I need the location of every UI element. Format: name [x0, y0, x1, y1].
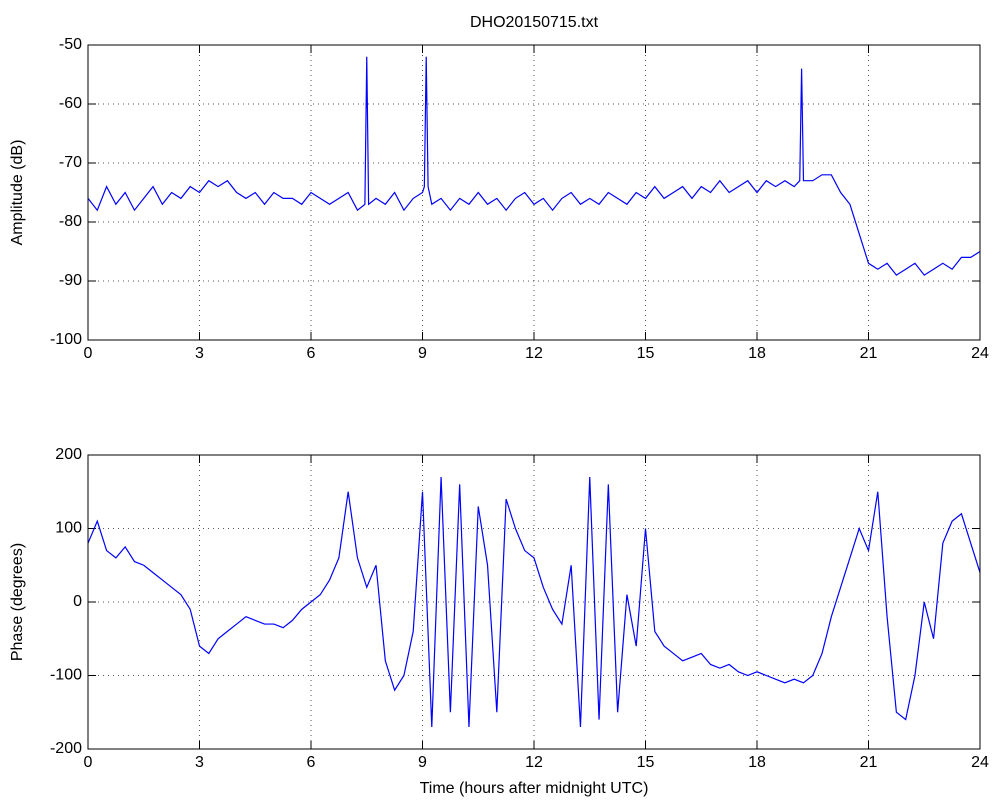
x-tick-label: 15 — [637, 345, 655, 362]
y-tick-label: -70 — [59, 154, 82, 171]
x-tick-label: 6 — [307, 754, 316, 771]
x-tick-label: 6 — [307, 345, 316, 362]
x-tick-label: 21 — [860, 754, 878, 771]
axes-frame — [87, 44, 981, 341]
y-tick-label: 200 — [55, 446, 82, 463]
x-tick-label: 0 — [84, 345, 93, 362]
x-tick-label: 21 — [860, 345, 878, 362]
x-tick-label: 12 — [525, 345, 543, 362]
x-tick-label: 18 — [748, 345, 766, 362]
x-axis-label: Time (hours after midnight UTC) — [420, 780, 649, 797]
y-tick-label: 100 — [55, 520, 82, 537]
y-tick-label: -90 — [59, 272, 82, 289]
y-tick-label: -60 — [59, 95, 82, 112]
y-tick-label: -80 — [59, 213, 82, 230]
x-tick-label: 15 — [637, 754, 655, 771]
x-tick-label: 12 — [525, 754, 543, 771]
x-tick-label: 9 — [418, 754, 427, 771]
x-tick-label: 9 — [418, 345, 427, 362]
y-tick-label: -100 — [50, 667, 82, 684]
y-tick-label: 0 — [73, 593, 82, 610]
data-line — [87, 477, 981, 727]
chart-title: DHO20150715.txt — [470, 14, 599, 31]
y-tick-label: -100 — [50, 331, 82, 348]
data-line — [87, 56, 981, 276]
x-tick-label: 24 — [971, 345, 989, 362]
x-tick-label: 3 — [195, 345, 204, 362]
y-axis-label: Phase (degrees) — [9, 543, 26, 661]
x-tick-label: 3 — [195, 754, 204, 771]
axes-frame — [87, 454, 981, 750]
y-tick-label: -50 — [59, 36, 82, 53]
y-tick-label: -200 — [50, 740, 82, 757]
y-axis-label: Amplitude (dB) — [9, 140, 26, 246]
x-tick-label: 0 — [84, 754, 93, 771]
x-tick-label: 18 — [748, 754, 766, 771]
x-tick-label: 24 — [971, 754, 989, 771]
